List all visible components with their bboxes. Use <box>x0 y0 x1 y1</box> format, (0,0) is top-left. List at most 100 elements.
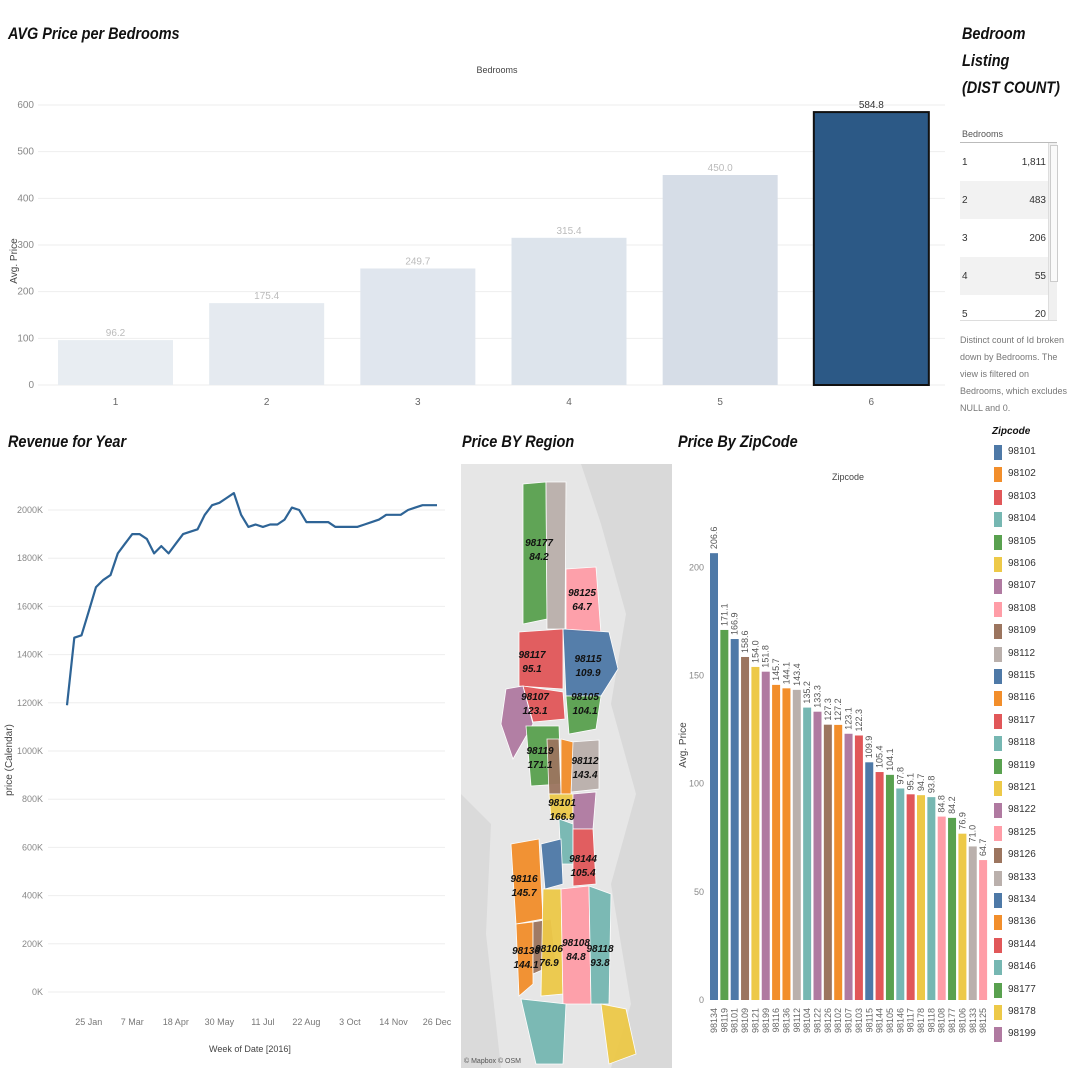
map-zip-98105-region <box>565 695 602 735</box>
x-tick-label: 98117 <box>906 1008 916 1032</box>
legend-swatch <box>994 736 1002 752</box>
y-tick-label: 300 <box>17 240 34 251</box>
region-map[interactable]: 98177 84.2 98125 64.7 98117 95.1 98115 109.9 981… <box>461 464 672 1068</box>
zipcode-bar-chart[interactable]: 0 50 100 150 200 Zipcode Avg. Price 206.6 98134 1… <box>672 465 990 1065</box>
y-tick-label: 150 <box>689 671 704 681</box>
map-label-zip: 98112 <box>571 756 599 767</box>
table-bottom-divider <box>960 320 1057 321</box>
bar-zip-98109 <box>741 656 750 1000</box>
legend-swatch <box>994 758 1002 774</box>
map-zip-98134-region <box>540 838 564 890</box>
x-tick-label: 98109 <box>740 1008 750 1033</box>
table-cell-bedrooms: 3 <box>962 233 968 244</box>
map-zip-98107-region <box>500 685 534 760</box>
y-tick-label: 2000K <box>17 505 43 515</box>
y-tick-label: 1200K <box>17 698 43 708</box>
bar-bedrooms-6 <box>812 111 930 387</box>
revenue-line-chart[interactable]: 0K 200K 400K 600K 800K 1000K 1200K 1400K 1600K 18… <box>0 470 455 1070</box>
bar-zip-98103 <box>854 735 863 1000</box>
bar-value-label: 95.1 <box>906 773 916 791</box>
y-tick-label: 0 <box>699 995 704 1005</box>
legend-swatch <box>994 624 1002 640</box>
bar-bedrooms-5 <box>662 175 778 385</box>
legend-label: 98144 <box>1008 938 1036 950</box>
bar-value-label: 315.4 <box>556 226 581 237</box>
bedroom-listing-title-line2: Listing <box>962 51 1010 70</box>
y-tick-label: 800K <box>22 794 43 804</box>
map-attribution: © Mapbox © OSM <box>464 1058 521 1065</box>
bar-value-label: 206.6 <box>709 527 719 550</box>
legend-swatch <box>994 937 1002 953</box>
legend-swatch <box>994 870 1002 886</box>
bedroom-listing-title-line3: (DIST COUNT) <box>962 78 1060 97</box>
table-cell-count: 1,811 <box>1021 157 1046 168</box>
legend-swatch <box>994 893 1002 908</box>
x-tick-label: 26 Dec <box>423 1017 452 1027</box>
bar-zip-98177 <box>948 817 957 1000</box>
legend-label: 98108 <box>1008 602 1036 614</box>
x-tick-label: 98101 <box>730 1008 740 1033</box>
bar-zip-98199 <box>761 671 770 1000</box>
table-cell-count: 206 <box>1029 233 1046 244</box>
map-zip-98177-east-region <box>545 481 567 630</box>
legend-swatch <box>994 915 1002 931</box>
legend-label: 98116 <box>1008 692 1036 704</box>
legend-swatch <box>994 512 1002 528</box>
legend-label: 98117 <box>1008 714 1036 726</box>
legend-label: 98115 <box>1008 670 1036 681</box>
x-tick-label: 98119 <box>719 1008 729 1032</box>
legend-label: 98121 <box>1008 782 1036 793</box>
x-axis-title: Bedrooms <box>476 65 518 75</box>
map-zip-98106-region <box>540 888 564 997</box>
map-zip-98178-region <box>600 1003 637 1065</box>
x-axis-title: Week of Date [2016] <box>209 1044 291 1054</box>
bar-value-label: 171.1 <box>719 603 729 626</box>
x-tick-label: 98144 <box>875 1008 885 1033</box>
map-label-zip: 98115 <box>574 654 602 665</box>
x-tick-label: 98133 <box>968 1008 978 1033</box>
bar-value-label: 175.4 <box>254 291 279 302</box>
bar-value-label: 166.9 <box>730 612 740 635</box>
bar-zip-98107 <box>844 733 853 1000</box>
bar-value-label: 127.2 <box>833 698 843 721</box>
bar-value-label: 109.9 <box>864 736 874 759</box>
bedrooms-bar-chart[interactable]: 0 100 200 300 400 500 600 Bedrooms Avg. Price 96.… <box>0 55 950 415</box>
legend-swatch <box>994 1005 1002 1020</box>
bar-zip-98115 <box>865 762 874 1000</box>
legend-swatch <box>994 467 1002 483</box>
legend-swatch <box>994 557 1002 572</box>
table-scrollbar[interactable] <box>1048 143 1058 320</box>
y-tick-label: 0 <box>28 380 34 391</box>
bar-bedrooms-3 <box>360 268 476 385</box>
map-label-price: 95.1 <box>522 664 542 675</box>
bar-zip-98116 <box>772 684 781 1000</box>
x-tick-label: 98122 <box>813 1008 823 1033</box>
legend-swatch <box>994 601 1002 617</box>
legend-label: 98136 <box>1008 916 1036 928</box>
region-map-title: Price BY Region <box>462 432 575 451</box>
map-label-price: 93.8 <box>590 958 610 969</box>
table-header-divider <box>960 142 1057 143</box>
map-label-price: 145.7 <box>511 888 536 899</box>
y-tick-label: 200 <box>689 562 704 572</box>
table-scrollbar-thumb[interactable] <box>1050 145 1058 282</box>
legend-swatch <box>994 579 1002 595</box>
revenue-chart-title: Revenue for Year <box>8 432 127 451</box>
table-row: 3 206 <box>960 219 1056 257</box>
map-label-price: 84.2 <box>529 552 549 563</box>
legend-label: 98107 <box>1008 580 1036 592</box>
bar-zip-98105 <box>885 774 894 1000</box>
map-zip-98115-region <box>562 628 619 697</box>
legend-swatch <box>994 960 1002 976</box>
legend-swatch <box>994 1027 1002 1043</box>
legend-swatch <box>994 848 1002 864</box>
legend-label: 98199 <box>1008 1028 1036 1040</box>
map-canvas[interactable]: 98177 84.2 98125 64.7 98117 95.1 98115 109.9 981… <box>461 464 672 1068</box>
legend-label: 98103 <box>1008 490 1036 502</box>
table-cell-count: 483 <box>1029 195 1046 206</box>
x-tick-label: 18 Apr <box>163 1017 189 1027</box>
legend-label: 98101 <box>1008 446 1036 457</box>
map-label-zip: 98106 <box>535 944 563 955</box>
y-axis-title: price (Calendar) <box>4 724 15 796</box>
bar-value-label: 105.4 <box>875 746 885 769</box>
